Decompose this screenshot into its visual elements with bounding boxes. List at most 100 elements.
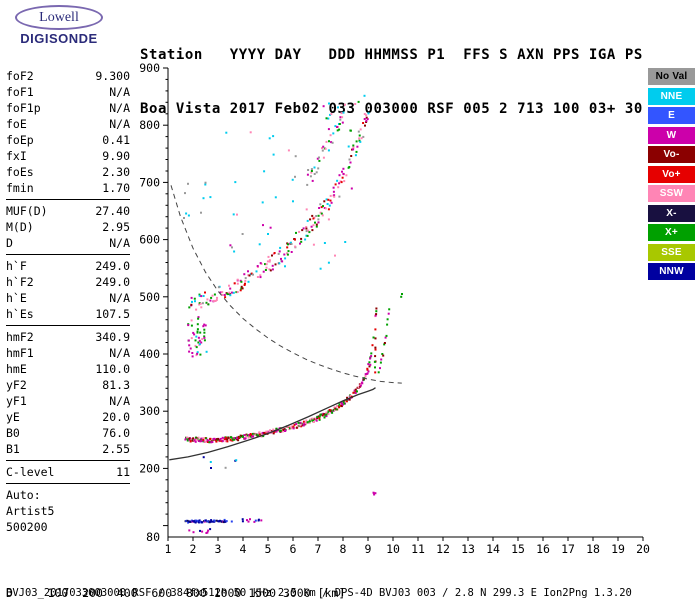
echo-point	[366, 118, 369, 121]
noise-point	[325, 117, 328, 120]
noise-point	[323, 242, 326, 244]
echo-point	[302, 424, 305, 427]
param-separator	[6, 483, 130, 484]
echo-point	[194, 440, 197, 443]
echo-point	[362, 122, 365, 124]
echo-point	[289, 241, 292, 244]
noise-point	[188, 350, 191, 353]
echo-point	[352, 148, 355, 151]
echo-point	[193, 439, 196, 442]
x-tick-label: 2	[190, 542, 197, 556]
echo-point	[238, 436, 241, 439]
echo-point	[192, 437, 195, 440]
echo-point	[213, 519, 216, 522]
echo-point	[336, 126, 338, 128]
param-value: 2.30	[102, 165, 130, 179]
echo-point	[323, 413, 326, 416]
echo-point	[354, 388, 357, 391]
echo-point	[201, 521, 204, 524]
noise-point	[191, 355, 194, 358]
echo-point	[338, 406, 341, 409]
noise-point	[185, 212, 188, 215]
echo-point	[337, 186, 340, 189]
echo-point	[186, 436, 189, 439]
echo-point	[340, 405, 343, 408]
echo-point	[302, 420, 305, 423]
noise-point	[184, 192, 186, 195]
param-label: B0	[6, 426, 20, 440]
param-separator	[6, 254, 130, 255]
noise-point	[327, 128, 330, 131]
echo-point	[329, 199, 332, 202]
param-row: h`F2 249.0	[6, 274, 130, 290]
echo-point	[363, 118, 366, 120]
x-tick-label: 19	[611, 542, 625, 556]
echo-point	[190, 296, 193, 299]
echo-point	[356, 145, 359, 148]
echo-point	[272, 432, 275, 435]
digisonde-logo: Lowell DIGISONDE	[8, 5, 110, 46]
echo-point	[324, 207, 327, 210]
logo-lowell-text: Lowell	[39, 9, 79, 25]
echo-point	[355, 140, 358, 143]
y-tick-label: 800	[139, 118, 160, 132]
noise-point	[202, 197, 205, 200]
echo-point	[239, 435, 242, 438]
echo-point	[216, 296, 218, 299]
echo-point	[193, 520, 196, 523]
noise-point	[196, 323, 199, 326]
echo-point	[264, 269, 267, 271]
echo-point	[204, 519, 207, 522]
param-value: 20.0	[102, 410, 130, 424]
echo-point	[262, 435, 265, 438]
echo-point	[300, 237, 303, 240]
param-row: foF1 N/A	[6, 84, 130, 100]
echo-point	[298, 230, 301, 233]
noise-point	[342, 172, 345, 175]
param-row: foEp 0.41	[6, 132, 130, 148]
status-bar: BVJ03_2017033003000.RSF / 384fx512h 50 k…	[6, 587, 632, 599]
param-label: D	[6, 236, 13, 250]
echo-point	[286, 253, 289, 256]
echo-point	[301, 229, 304, 232]
noise-point	[190, 319, 193, 322]
echo-point	[330, 141, 333, 144]
echo-point	[312, 421, 315, 423]
noise-point	[261, 201, 264, 204]
echo-point	[388, 308, 391, 311]
x-tick-label: 9	[365, 542, 372, 556]
echo-point	[233, 438, 236, 441]
echo-point	[319, 203, 322, 206]
echo-point	[314, 221, 316, 224]
param-row: hmF1 N/A	[6, 345, 130, 361]
echo-point	[318, 418, 321, 421]
param-label: 500200	[6, 520, 48, 534]
echo-point	[286, 252, 288, 255]
echo-point	[304, 421, 307, 424]
echo-point	[317, 221, 320, 224]
logo-digisonde-text: DIGISONDE	[20, 31, 98, 46]
echo-point	[287, 250, 290, 253]
noise-point	[192, 531, 195, 534]
echo-point	[334, 183, 337, 186]
echo-point	[314, 417, 317, 420]
muf-transmission-curve	[170, 185, 402, 384]
echo-point	[188, 306, 191, 309]
echo-point	[190, 303, 193, 306]
param-label: yF1	[6, 394, 27, 408]
echo-point	[241, 435, 244, 438]
echo-point	[328, 140, 330, 143]
echo-point	[264, 431, 267, 434]
noise-point	[192, 331, 195, 334]
param-row: yE 20.0	[6, 409, 130, 425]
echo-point	[384, 336, 387, 339]
noise-point	[197, 341, 200, 344]
echo-point	[248, 434, 251, 436]
noise-point	[187, 214, 190, 217]
echo-point	[195, 436, 197, 439]
param-label: yF2	[6, 378, 27, 392]
echo-point	[359, 128, 362, 131]
echo-point	[354, 390, 357, 393]
echo-point	[320, 206, 323, 209]
echo-point	[257, 518, 260, 521]
